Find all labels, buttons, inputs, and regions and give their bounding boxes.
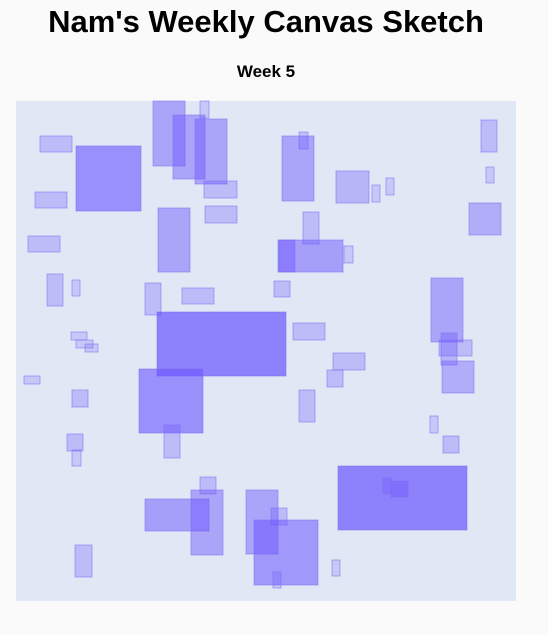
sketch-rectangle-49 bbox=[337, 465, 468, 531]
sketch-rectangle-43 bbox=[298, 389, 316, 423]
sketch-rectangle-60 bbox=[74, 544, 93, 578]
sketch-rectangle-15 bbox=[203, 180, 238, 199]
sketch-rectangle-16 bbox=[204, 205, 238, 224]
sketch-rectangle-24 bbox=[46, 273, 64, 307]
sketch-rectangle-37 bbox=[332, 352, 366, 371]
sketch-rectangle-6 bbox=[75, 145, 142, 212]
sketch-rectangle-59 bbox=[331, 559, 341, 577]
sketch-rectangle-35 bbox=[440, 332, 458, 366]
sketch-rectangle-45 bbox=[163, 424, 181, 459]
sketch-rectangle-28 bbox=[273, 280, 291, 298]
sketch-rectangle-34 bbox=[84, 343, 99, 353]
sketch-rectangle-26 bbox=[144, 282, 162, 316]
sketch-rectangle-12 bbox=[385, 177, 395, 196]
sketch-rectangle-20 bbox=[27, 235, 61, 253]
page-subtitle: Week 5 bbox=[236, 62, 296, 81]
sketch-rectangle-57 bbox=[253, 519, 319, 586]
sketch-rectangle-5 bbox=[39, 135, 73, 153]
sketch-rectangle-18 bbox=[157, 207, 191, 273]
sketch-rectangle-40 bbox=[23, 375, 41, 385]
sketch-rectangle-21 bbox=[278, 239, 344, 273]
sketch-rectangle-23 bbox=[343, 245, 354, 264]
sketch-rectangle-30 bbox=[156, 311, 287, 377]
page-title: Nam's Weekly Canvas Sketch bbox=[48, 4, 484, 39]
sketch-rectangle-27 bbox=[181, 287, 215, 305]
sketch-rectangle-58 bbox=[272, 571, 282, 589]
sketch-rectangle-44 bbox=[429, 415, 439, 434]
sketch-rectangle-14 bbox=[34, 191, 68, 209]
sketch-rectangle-51 bbox=[390, 480, 409, 498]
sketch-rectangle-47 bbox=[71, 449, 82, 467]
sketch-rectangle-10 bbox=[335, 170, 370, 204]
sketch-rectangle-32 bbox=[70, 331, 88, 341]
sketch-rectangle-54 bbox=[190, 489, 224, 556]
sketch-rectangle-7 bbox=[480, 119, 498, 153]
sketch-canvas bbox=[16, 100, 516, 601]
sketch-rectangle-3 bbox=[172, 114, 206, 180]
sketch-rectangle-53 bbox=[144, 498, 210, 532]
sketch-rectangle-39 bbox=[441, 360, 475, 394]
sketch-rectangle-1 bbox=[152, 100, 186, 167]
sketch-rectangle-17 bbox=[468, 202, 502, 236]
sketch-rectangle-25 bbox=[71, 279, 81, 297]
sketch-rectangle-19 bbox=[302, 211, 320, 245]
sketch-rectangle-22 bbox=[277, 239, 296, 273]
sketch-svg bbox=[16, 100, 516, 601]
sketch-rectangle-42 bbox=[71, 389, 89, 408]
sketch-rectangle-41 bbox=[138, 368, 204, 434]
sketch-rectangle-29 bbox=[430, 277, 464, 343]
sketch-rectangle-31 bbox=[292, 322, 326, 341]
sketch-rectangle-13 bbox=[485, 166, 495, 184]
sketch-rectangle-9 bbox=[281, 135, 315, 202]
sketch-rectangle-48 bbox=[442, 435, 460, 454]
sketch-rectangle-8 bbox=[298, 131, 309, 150]
sketch-rectangle-36 bbox=[438, 339, 473, 357]
sketch-rectangle-38 bbox=[326, 369, 344, 388]
sketch-rectangle-4 bbox=[194, 118, 228, 185]
sketch-rectangle-46 bbox=[66, 433, 84, 452]
sketch-rectangle-50 bbox=[382, 477, 392, 495]
sketch-rectangle-11 bbox=[371, 184, 381, 203]
